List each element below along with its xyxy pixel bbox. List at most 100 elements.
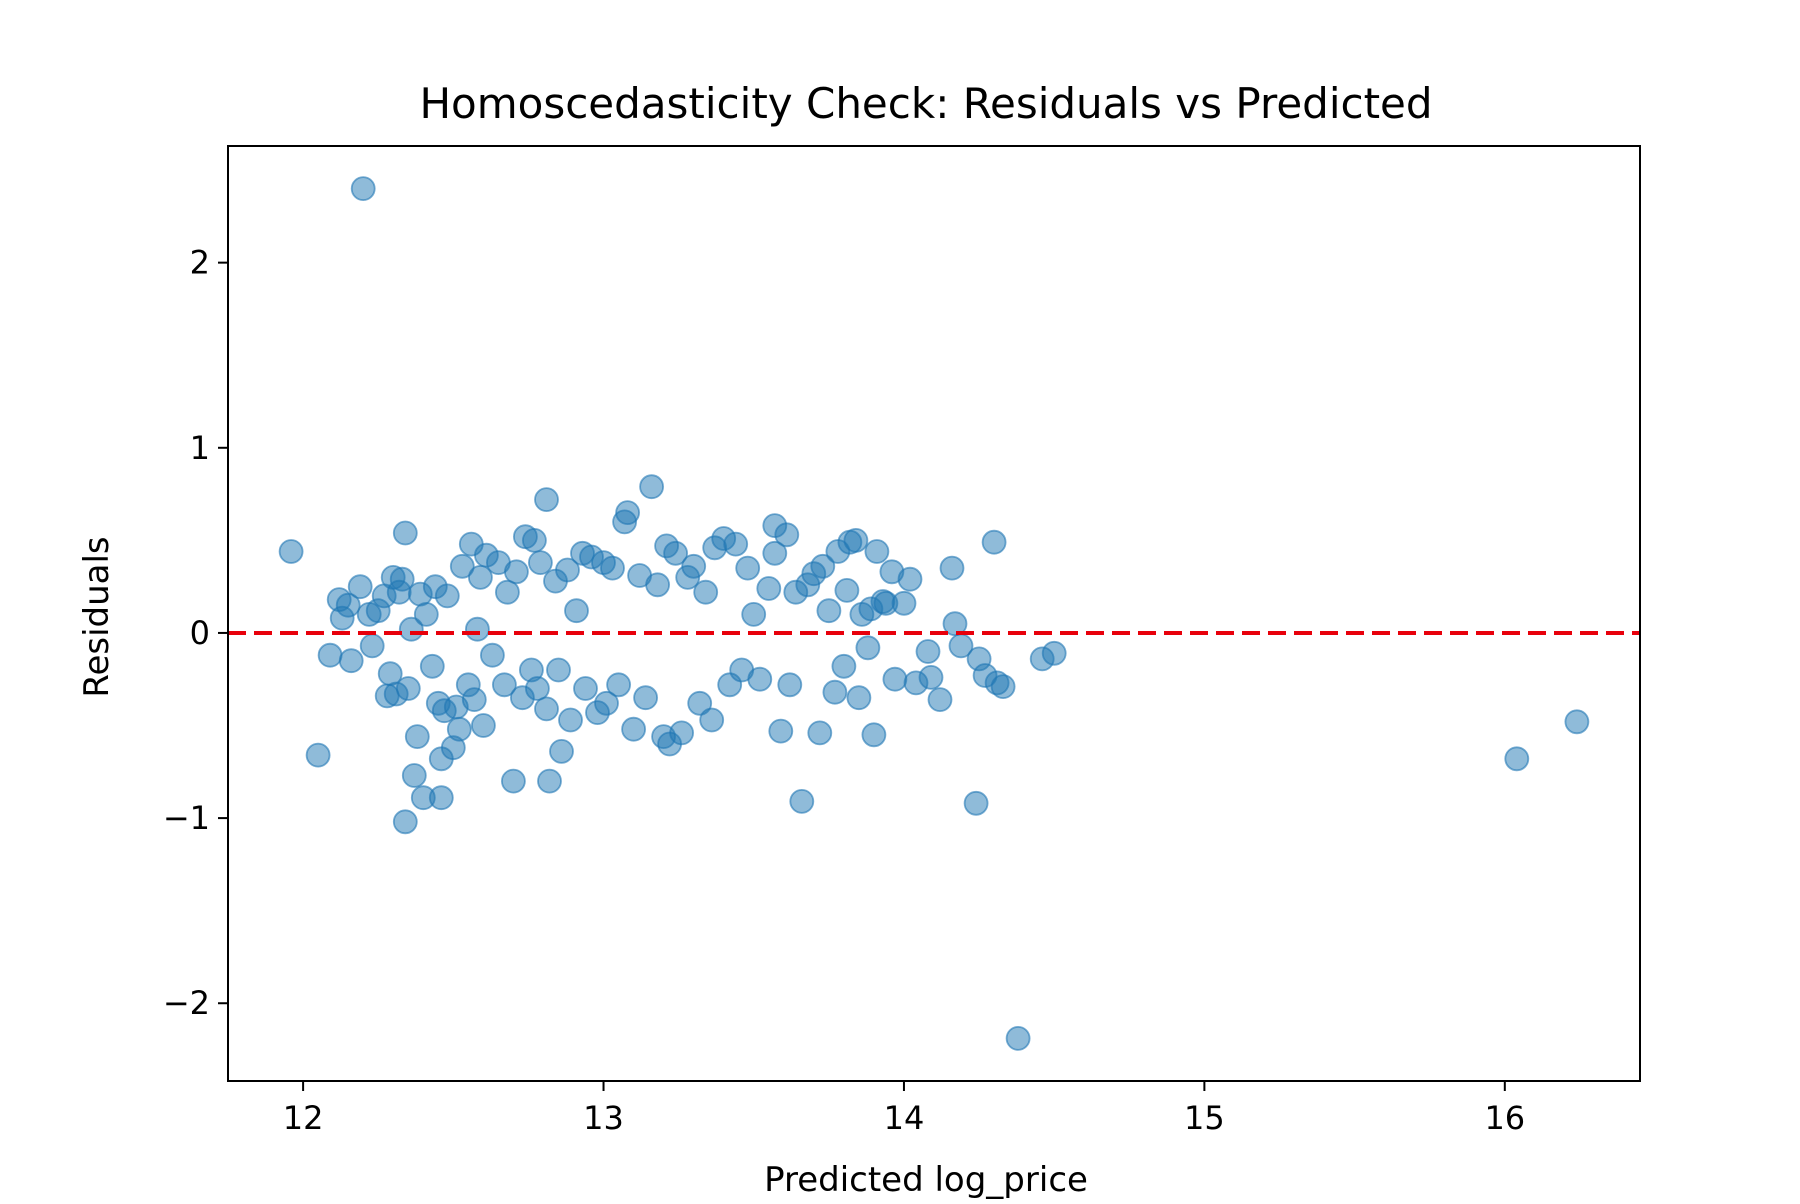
scatter-point (555, 557, 580, 583)
scatter-point (891, 590, 917, 616)
y-axis-label: Residuals (77, 536, 117, 697)
scatter-point (693, 579, 719, 605)
scatter-point (528, 550, 553, 575)
scatter-point (401, 763, 427, 788)
scatter-point (606, 672, 631, 698)
scatter-point (501, 768, 526, 794)
scatter-point (404, 724, 430, 749)
scatter-point (990, 674, 1016, 699)
scatter-point (359, 633, 385, 659)
scatter-point (1005, 1026, 1031, 1051)
scatter-point (963, 790, 989, 816)
scatter-point (981, 529, 1007, 555)
scatter-point (1564, 709, 1590, 735)
scatter-point (522, 528, 547, 553)
y-tick-label: 1 (190, 429, 210, 467)
scatter-point (398, 616, 424, 642)
scatter-point (822, 679, 848, 705)
scatter-point (639, 474, 664, 500)
scatter-point (305, 742, 331, 768)
scatter-point (762, 540, 788, 566)
scatter-point (681, 553, 707, 579)
scatter-point (428, 785, 454, 811)
scatter-point (846, 685, 872, 711)
scatter-point (777, 672, 803, 698)
scatter-point (741, 602, 767, 627)
scatter-point (491, 672, 517, 698)
scatter-point (897, 566, 923, 592)
x-tick-label: 12 (283, 1099, 324, 1137)
scatter-point (861, 722, 887, 748)
scatter-point (669, 720, 694, 746)
y-tick-label: −2 (163, 984, 210, 1022)
scatter-point (350, 176, 376, 202)
scatter-point (927, 687, 953, 712)
scatter-point (470, 713, 496, 738)
scatter-point (525, 676, 550, 701)
y-tick-label: 0 (190, 614, 210, 652)
y-tick-label: 2 (190, 244, 210, 282)
scatter-point (389, 566, 415, 592)
scatter-point (395, 676, 421, 701)
scatter-point (723, 531, 749, 557)
x-tick-label: 13 (583, 1099, 624, 1137)
scatter-point (534, 487, 559, 513)
scatter-point (645, 572, 670, 598)
scatter-point (843, 528, 869, 553)
scatter-point (573, 676, 598, 701)
scatter-point (864, 539, 890, 564)
scatter-point (278, 539, 304, 564)
scatter-point (810, 553, 836, 579)
scatter-point (699, 707, 725, 733)
scatter-point (446, 716, 472, 742)
scatter-point (756, 576, 782, 601)
scatter-point (449, 553, 475, 579)
scatter-point (335, 592, 361, 618)
scatter-point (1041, 640, 1067, 666)
scatter-point (549, 739, 574, 764)
points-layer (278, 176, 1590, 1051)
scatter-point (735, 555, 761, 581)
plot-frame (227, 145, 1641, 1082)
y-axis-ticks: −2 −1 0 1 2 (163, 244, 228, 1022)
scatter-point (1504, 746, 1530, 772)
scatter-point (419, 653, 445, 679)
scatter-point (546, 657, 571, 683)
x-tick-label: 14 (884, 1099, 925, 1137)
scatter-point (464, 616, 490, 642)
scatter-point (615, 500, 640, 525)
scatter-point (347, 574, 373, 600)
x-tick-label: 16 (1484, 1099, 1525, 1137)
scatter-point (663, 540, 688, 566)
scatter-point (939, 555, 965, 581)
scatter-point (534, 696, 559, 722)
scatter-point (392, 809, 418, 835)
x-tick-label: 15 (1184, 1099, 1225, 1137)
scatter-point (774, 522, 800, 548)
scatter-point (747, 666, 773, 692)
scatter-point (918, 665, 944, 690)
x-axis-label: Predicted log_price (764, 1160, 1088, 1200)
scatter-point (392, 520, 418, 546)
scatter-point (687, 690, 713, 716)
x-axis-ticks: 12 13 14 15 16 (283, 1081, 1525, 1137)
scatter-point (831, 653, 857, 679)
scatter-point (816, 598, 842, 624)
scatter-point (600, 555, 625, 581)
scatter-point (768, 718, 794, 744)
scatter-point (537, 768, 562, 794)
scatter-point (434, 583, 460, 609)
scatter-point (494, 579, 520, 605)
scatter-point (834, 578, 860, 603)
scatter-point (413, 602, 439, 627)
scatter-point (461, 687, 487, 712)
chart-title: Homoscedasticity Check: Residuals vs Pre… (419, 79, 1432, 128)
scatter-point (338, 648, 364, 674)
scatter-point (855, 635, 881, 661)
scatter-point (317, 642, 343, 668)
scatter-point (915, 639, 941, 664)
scatter-point (558, 707, 583, 733)
scatter-point (564, 598, 589, 624)
